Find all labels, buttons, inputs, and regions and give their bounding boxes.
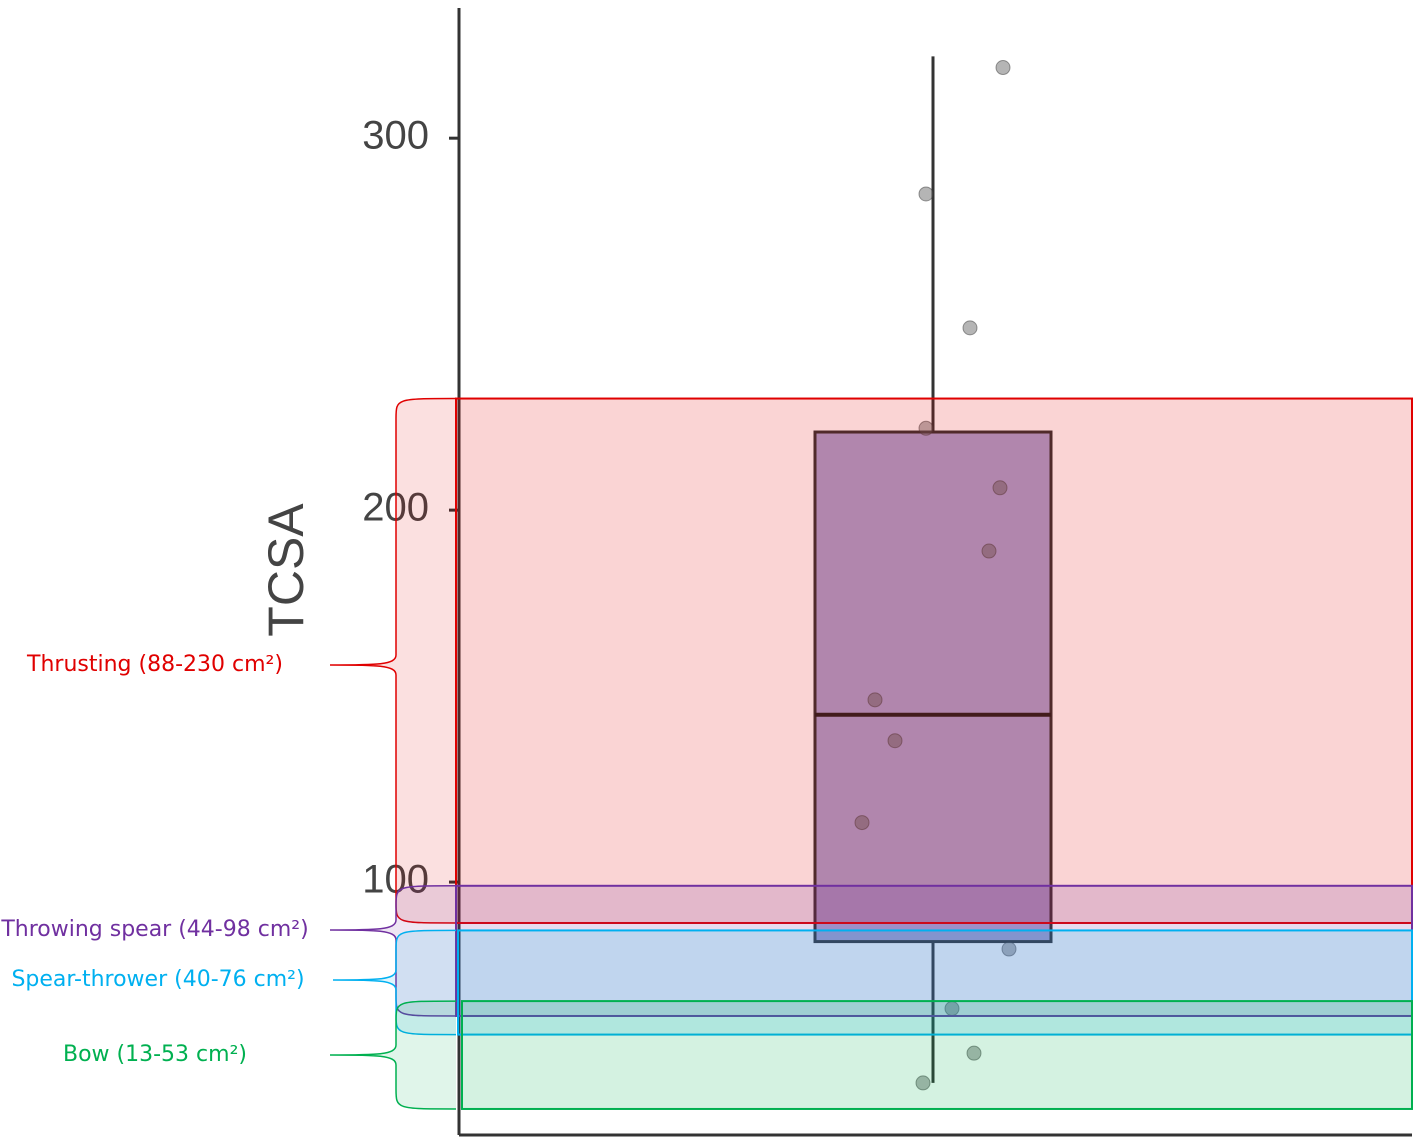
range-label: Thrusting (88-230 cm²) xyxy=(26,652,283,677)
y-axis-label: TCSA xyxy=(258,503,314,637)
range-band xyxy=(457,929,1413,1036)
range-label: Bow (13-53 cm²) xyxy=(63,1042,247,1067)
point xyxy=(992,480,1008,496)
range-brace xyxy=(329,1000,457,1110)
point xyxy=(915,1075,931,1091)
range-brace xyxy=(329,397,457,924)
point xyxy=(981,543,997,559)
y-tick-label: 300 xyxy=(362,114,429,158)
point xyxy=(887,733,903,749)
range-brace xyxy=(332,929,457,1036)
point xyxy=(962,320,978,336)
box xyxy=(813,430,1053,944)
point xyxy=(1001,941,1017,957)
point xyxy=(918,420,934,436)
point xyxy=(966,1045,982,1061)
range-band xyxy=(455,397,1413,924)
point xyxy=(867,692,883,708)
range-band xyxy=(461,1000,1413,1110)
range-label: Spear-thrower (40-76 cm²) xyxy=(11,967,304,992)
point xyxy=(918,186,934,202)
point xyxy=(854,815,870,831)
point xyxy=(995,60,1011,76)
range-label: Throwing spear (44-98 cm²) xyxy=(0,917,308,942)
range-band xyxy=(455,884,1413,1017)
